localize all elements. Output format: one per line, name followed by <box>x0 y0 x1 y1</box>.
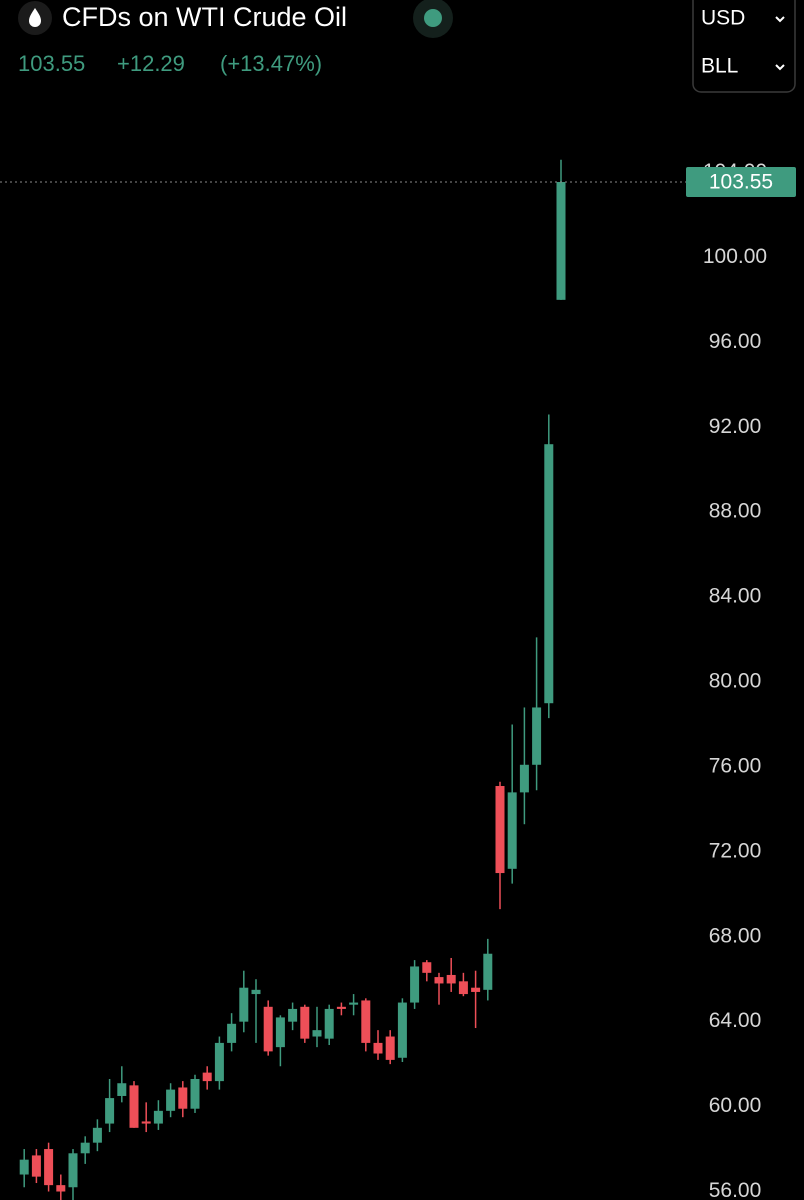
candle-body <box>56 1185 66 1192</box>
header: CFDs on WTI Crude Oil 103.55 +12.29 (+13… <box>18 0 453 76</box>
candle-body <box>483 953 493 990</box>
y-tick-label: 60.00 <box>709 1094 762 1117</box>
y-tick-label: 72.00 <box>709 839 762 862</box>
candle-body <box>507 792 517 869</box>
y-tick-label: 100.00 <box>703 245 767 268</box>
candle-body <box>129 1085 139 1128</box>
candle-body <box>190 1078 200 1109</box>
candle-body <box>31 1155 41 1177</box>
chevron <box>775 16 785 23</box>
candle-body <box>92 1127 102 1143</box>
candle-body <box>19 1159 29 1175</box>
candle-body <box>324 1008 334 1039</box>
symbol-title[interactable]: CFDs on WTI Crude Oil <box>62 2 347 32</box>
candle-body <box>373 1042 383 1054</box>
last-price: 103.55 <box>18 51 85 76</box>
candle-body <box>361 1000 371 1043</box>
candle-body <box>141 1121 151 1124</box>
candle-body <box>422 962 432 973</box>
last-price-tag <box>686 167 796 198</box>
status-dot <box>424 9 442 27</box>
unit-select[interactable]: BLL <box>701 55 738 78</box>
y-tick-label: 64.00 <box>709 1009 762 1032</box>
candle-body <box>153 1110 163 1124</box>
unit-selector[interactable]: USD BLL <box>692 0 796 93</box>
candle-body <box>410 966 420 1003</box>
candle-body <box>495 786 505 874</box>
candle-body <box>227 1023 237 1043</box>
chevron <box>775 64 785 71</box>
candle-body <box>214 1042 224 1082</box>
candle-body <box>458 981 468 995</box>
candle-body <box>166 1089 176 1111</box>
candle-body <box>434 977 444 984</box>
candle-body <box>312 1030 322 1037</box>
y-tick-label: 84.00 <box>709 585 762 608</box>
currency-select[interactable]: USD <box>701 7 745 30</box>
candle-body <box>397 1002 407 1058</box>
candle-body <box>251 989 261 995</box>
candle-body <box>300 1006 310 1039</box>
candle-body <box>80 1142 90 1154</box>
y-tick-label: 92.00 <box>709 415 762 438</box>
candle-body <box>556 182 566 300</box>
candle-body <box>471 987 481 992</box>
candle-body <box>239 987 249 1022</box>
y-tick-label: 96.00 <box>709 330 762 353</box>
candle-body <box>263 1006 273 1052</box>
candle-body <box>336 1006 346 1009</box>
price-change: +12.29 <box>117 51 185 76</box>
candle-body <box>44 1149 54 1186</box>
candle-body <box>105 1098 115 1124</box>
last-price-label: 103.55 <box>709 171 773 194</box>
candle-body <box>532 707 542 765</box>
y-tick-label: 88.00 <box>709 500 762 523</box>
candle-body <box>117 1083 127 1096</box>
candle-body <box>288 1008 298 1022</box>
y-tick-label: 68.00 <box>709 924 762 947</box>
y-tick-label: 76.00 <box>709 754 762 777</box>
y-tick-label: 56.00 <box>709 1179 762 1200</box>
drop-icon <box>29 8 41 27</box>
candle-body <box>68 1153 78 1188</box>
candle-body <box>202 1072 212 1082</box>
candle-body <box>544 444 554 704</box>
candle-body <box>519 764 529 793</box>
candle-body <box>349 1002 359 1005</box>
candle-body <box>178 1087 188 1109</box>
candle-body <box>385 1036 395 1060</box>
y-tick-label: 80.00 <box>709 670 762 693</box>
plot: 56.00 60.00 64.00 68.00 72.00 76.00 80.00 84.00… <box>0 159 800 1200</box>
price-change-percent: (+13.47%) <box>220 51 322 76</box>
selector-box <box>692 0 796 93</box>
candle-body <box>275 1017 285 1048</box>
candle-body <box>446 974 456 984</box>
